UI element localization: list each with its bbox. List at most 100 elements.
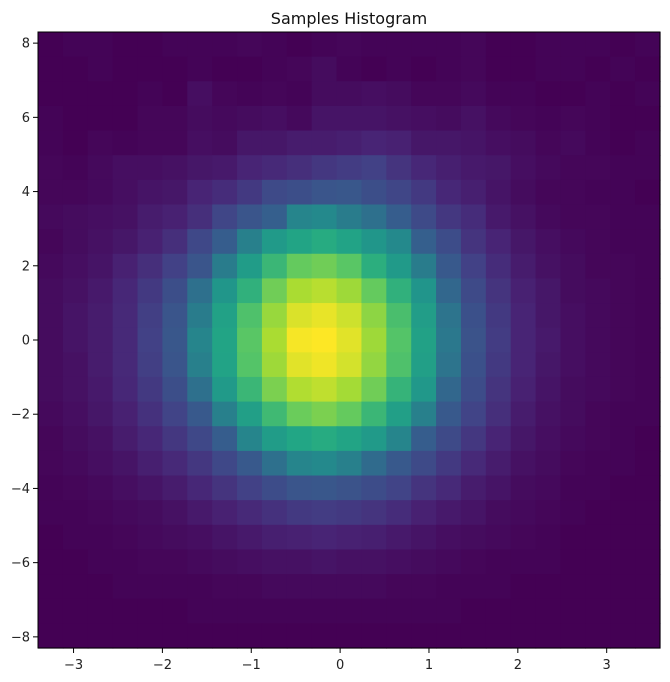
heatmap-cell [585,229,611,255]
heatmap-cell [510,155,537,181]
heatmap-cell [112,475,139,501]
heatmap-cell [336,253,363,279]
heatmap-cell [485,179,512,206]
heatmap-cell [187,401,213,427]
heatmap-cell [162,204,188,230]
heatmap-cell [610,253,636,279]
heatmap-cell [212,229,238,255]
heatmap-cell [510,327,537,353]
heatmap-cell [585,574,611,600]
heatmap-cell [261,549,288,575]
heatmap-cell [187,130,213,156]
heatmap-cell [311,376,338,403]
heatmap-cell [187,524,213,551]
heatmap-cell [137,500,163,526]
heatmap-cell [436,500,462,526]
heatmap-cell [635,327,661,353]
heatmap-cell [510,401,537,427]
heatmap-cell [436,376,462,403]
heatmap-cell [436,253,462,279]
heatmap-cell [485,155,512,181]
heatmap-cell [38,450,64,477]
heatmap-cell [62,303,89,329]
heatmap-cell [87,204,114,230]
heatmap-cell [386,475,412,501]
heatmap-cell [485,401,512,427]
heatmap-cell [485,253,512,279]
heatmap-cell [411,130,437,156]
heatmap-cell [411,376,437,403]
heatmap-cell [411,426,437,452]
heatmap-cell [411,500,437,526]
heatmap-cell [286,253,313,279]
heatmap-cell [386,105,412,132]
heatmap-cell [212,623,238,649]
heatmap-cell [560,598,586,624]
heatmap-cell [411,549,437,575]
heatmap-cell [261,475,288,501]
heatmap-cell [286,549,313,575]
heatmap-cell [112,155,139,181]
heatmap-cell [162,426,188,452]
heatmap-cell [187,32,213,58]
heatmap-cell [212,278,238,304]
heatmap-cell [212,574,238,600]
heatmap-cell [237,549,263,575]
heatmap-cell [510,524,537,551]
x-tick-label: −2 [153,658,172,673]
heatmap-cell [311,598,338,624]
heatmap-cell [162,500,188,526]
heatmap-cell [187,179,213,206]
y-tick-label: −8 [11,630,30,645]
x-axis: −3 −2 −1 0 1 2 3 [64,648,611,673]
heatmap-cell [212,524,238,551]
heatmap-cell [610,524,636,551]
heatmap-cell [286,105,313,132]
heatmap-cell [610,500,636,526]
heatmap-cell [162,155,188,181]
heatmap-cell [162,598,188,624]
heatmap-cell [261,376,288,403]
heatmap-cell [137,278,163,304]
heatmap-cell [610,475,636,501]
heatmap-cell [62,401,89,427]
heatmap-cell [635,475,661,501]
heatmap-cell [411,81,437,107]
heatmap-cell [510,450,537,477]
heatmap-cell [560,401,586,427]
heatmap-cell [386,401,412,427]
heatmap-cell [137,56,163,82]
heatmap-cell [237,155,263,181]
heatmap-cell [112,376,139,403]
heatmap-cell [635,32,661,58]
heatmap-cell [286,303,313,329]
heatmap-cell [311,450,338,477]
heatmap-cell [336,500,363,526]
heatmap-cell [485,376,512,403]
heatmap-cell [212,401,238,427]
heatmap-cell [386,623,412,649]
heatmap-cell [137,401,163,427]
heatmap-cell [237,229,263,255]
heatmap-cell [261,450,288,477]
heatmap-cell [336,229,363,255]
heatmap-cell [87,278,114,304]
heatmap-cell [261,81,288,107]
heatmap-cell [436,524,462,551]
heatmap-cell [261,229,288,255]
heatmap-cell [311,229,338,255]
y-tick-label: 6 [22,111,30,126]
heatmap-cell [87,376,114,403]
heatmap-cell [460,475,487,501]
heatmap-cell [610,130,636,156]
heatmap-cell [187,376,213,403]
heatmap-cell [261,598,288,624]
heatmap-cell [336,352,363,378]
heatmap-cell [386,155,412,181]
heatmap-cell [38,105,64,132]
heatmap-cell [237,130,263,156]
heatmap-cell [386,549,412,575]
heatmap-cell [187,450,213,477]
heatmap-cell [38,303,64,329]
